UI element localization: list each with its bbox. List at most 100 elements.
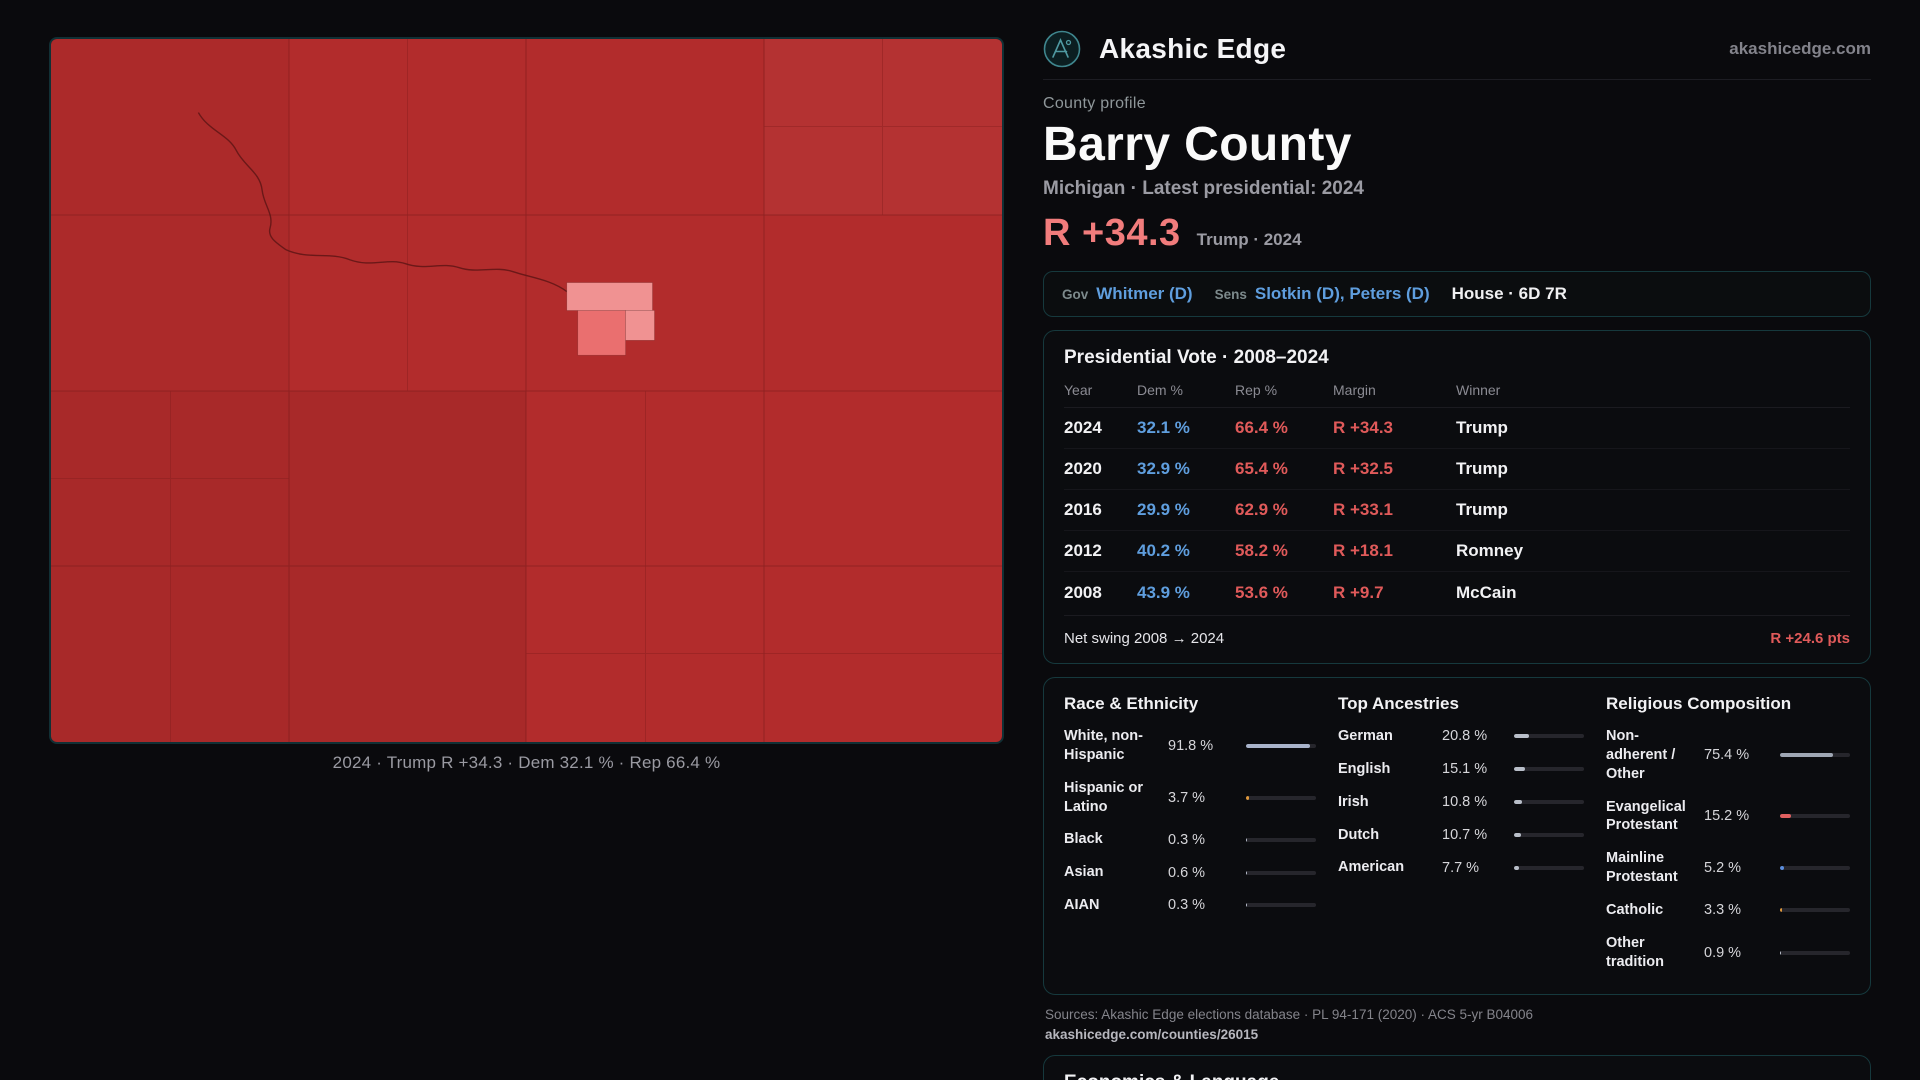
sens-label: Sens — [1214, 286, 1247, 302]
demo-bar — [1514, 800, 1584, 805]
demo-row: Mainline Protestant 5.2 % — [1606, 842, 1850, 894]
sources-permalink[interactable]: akashicedge.com/counties/26015 — [1045, 1027, 1259, 1043]
brand-title: Akashic Edge — [1099, 32, 1287, 64]
kicker: County profile — [1043, 95, 1146, 112]
demo-label: Irish — [1338, 793, 1369, 810]
demo-bar — [1514, 767, 1584, 772]
demo-value: 20.8 % — [1442, 728, 1488, 745]
site-link[interactable]: akashicedge.com — [1729, 38, 1871, 58]
net-swing-label: Net swing 2008 → 2024 — [1064, 630, 1225, 647]
demo-label: AIAN — [1064, 897, 1100, 914]
dem-cell: 43.9 % — [1137, 582, 1190, 602]
demo-row: English 15.1 % — [1338, 753, 1584, 786]
demo-label: Black — [1064, 831, 1103, 848]
demo-bar-fill — [1780, 753, 1833, 758]
rep-cell: 58.2 % — [1235, 541, 1288, 560]
presidential-row: 2016 29.9 % 62.9 % R +33.1 Trump — [1064, 490, 1850, 531]
demo-label: American — [1338, 859, 1405, 876]
demo-bar — [1780, 908, 1850, 913]
rep-cell: 62.9 % — [1235, 500, 1288, 519]
demo-row: Catholic 3.3 % — [1606, 894, 1850, 927]
margin-cell: R +33.1 — [1333, 500, 1394, 519]
demo-label: English — [1338, 760, 1391, 777]
headline-margin: R +34.3 — [1043, 212, 1181, 254]
sources-line: Sources: Akashic Edge elections database… — [1045, 1007, 1534, 1023]
demo-value: 10.7 % — [1442, 826, 1488, 843]
ancestries-title: Top Ancestries — [1338, 694, 1459, 713]
gov-label: Gov — [1062, 286, 1089, 302]
demo-row: Irish 10.8 % — [1338, 786, 1584, 819]
demo-value: 0.6 % — [1168, 864, 1206, 881]
presidential-row: 2020 32.9 % 65.4 % R +32.5 Trump — [1064, 449, 1850, 490]
demo-value: 15.1 % — [1442, 761, 1488, 778]
net-swing-value: R +24.6 pts — [1770, 630, 1850, 647]
demo-value: 10.8 % — [1442, 794, 1488, 811]
demo-bar-fill — [1514, 800, 1522, 805]
demo-value: 0.3 % — [1168, 831, 1206, 848]
river-line — [197, 112, 568, 293]
panel-header: Akashic Edge akashicedge.com — [1043, 30, 1871, 80]
demo-bar — [1780, 753, 1850, 758]
demo-row: Evangelical Protestant 15.2 % — [1606, 791, 1850, 843]
demo-col-ancestries: Top Ancestries German 20.8 % English 15.1 %… — [1338, 694, 1584, 978]
col-winner: Winner — [1456, 382, 1501, 398]
year-cell: 2024 — [1064, 418, 1102, 437]
demo-bar-fill — [1246, 795, 1249, 800]
demo-row: Non-adherent / Other 75.4 % — [1606, 720, 1850, 791]
demo-value: 0.3 % — [1168, 897, 1206, 914]
presidential-row: 2008 43.9 % 53.6 % R +9.7 McCain — [1064, 572, 1850, 613]
headline-note: Trump · 2024 — [1196, 230, 1302, 249]
winner-cell: Romney — [1456, 541, 1524, 560]
demo-bar-fill — [1514, 767, 1525, 772]
demo-bar — [1780, 950, 1850, 955]
ancestries-rows: German 20.8 % English 15.1 % Irish 10.8 % Dutc… — [1338, 720, 1584, 884]
demo-bar — [1246, 837, 1316, 842]
headline: R +34.3 Trump · 2024 — [1043, 212, 1871, 255]
township-grid — [51, 39, 1002, 742]
demo-value: 91.8 % — [1168, 737, 1214, 754]
dem-cell: 32.1 % — [1137, 418, 1190, 437]
demo-row: Black 0.3 % — [1064, 823, 1316, 856]
margin-cell: R +32.5 — [1333, 459, 1394, 478]
demo-label: Asian — [1064, 864, 1104, 881]
margin-cell: R +18.1 — [1333, 541, 1394, 560]
demo-bar — [1246, 795, 1316, 800]
demo-value: 3.3 % — [1704, 902, 1742, 919]
demo-bar — [1514, 734, 1584, 739]
demo-row: White, non-Hispanic 91.8 % — [1064, 720, 1316, 772]
race-title: Race & Ethnicity — [1064, 694, 1199, 713]
demo-label: Mainline Protestant — [1606, 850, 1678, 886]
demo-bar — [1780, 866, 1850, 871]
demo-col-race: Race & Ethnicity White, non-Hispanic 91.8… — [1064, 694, 1316, 978]
demo-value: 75.4 % — [1704, 747, 1750, 764]
demo-row: Dutch 10.7 % — [1338, 819, 1584, 852]
year-cell: 2020 — [1064, 459, 1102, 478]
dem-cell: 32.9 % — [1137, 459, 1190, 478]
presidential-title: Presidential Vote · 2008–2024 — [1064, 347, 1329, 368]
presidential-table-body: 2024 32.1 % 66.4 % R +34.3 Trump 2020 32.9 % 65… — [1064, 408, 1850, 613]
presidential-row: 2024 32.1 % 66.4 % R +34.3 Trump — [1064, 408, 1850, 449]
col-year: Year — [1064, 382, 1093, 398]
demo-bar-fill — [1514, 832, 1522, 837]
col-rep: Rep % — [1235, 382, 1278, 398]
demo-bar-fill — [1780, 814, 1791, 819]
sens-value[interactable]: Slotkin (D), Peters (D) — [1254, 284, 1430, 303]
demo-bar — [1780, 814, 1850, 819]
presidential-row: 2012 40.2 % 58.2 % R +18.1 Romney — [1064, 531, 1850, 572]
winner-cell: Trump — [1456, 418, 1508, 437]
gov-value[interactable]: Whitmer (D) — [1096, 284, 1193, 303]
demo-label: Hispanic or Latino — [1064, 779, 1143, 815]
demo-bar — [1514, 865, 1584, 870]
sources: Sources: Akashic Edge elections database… — [1043, 1007, 1871, 1042]
margin-cell: R +34.3 — [1333, 418, 1394, 437]
demo-bar-fill — [1514, 865, 1520, 870]
county-map — [49, 37, 1004, 744]
officials-bar: Gov Whitmer (D) Sens Slotkin (D), Peters… — [1043, 271, 1871, 317]
year-cell: 2012 — [1064, 541, 1102, 560]
demo-value: 5.2 % — [1704, 860, 1742, 877]
demographics-grid: Race & Ethnicity White, non-Hispanic 91.8… — [1064, 694, 1850, 978]
demo-label: Catholic — [1606, 901, 1664, 918]
presidential-card: Presidential Vote · 2008–2024 Year Dem %… — [1043, 330, 1871, 664]
demo-bar-fill — [1780, 950, 1781, 955]
demo-col-religion: Religious Composition Non-adherent / Oth… — [1606, 694, 1850, 978]
